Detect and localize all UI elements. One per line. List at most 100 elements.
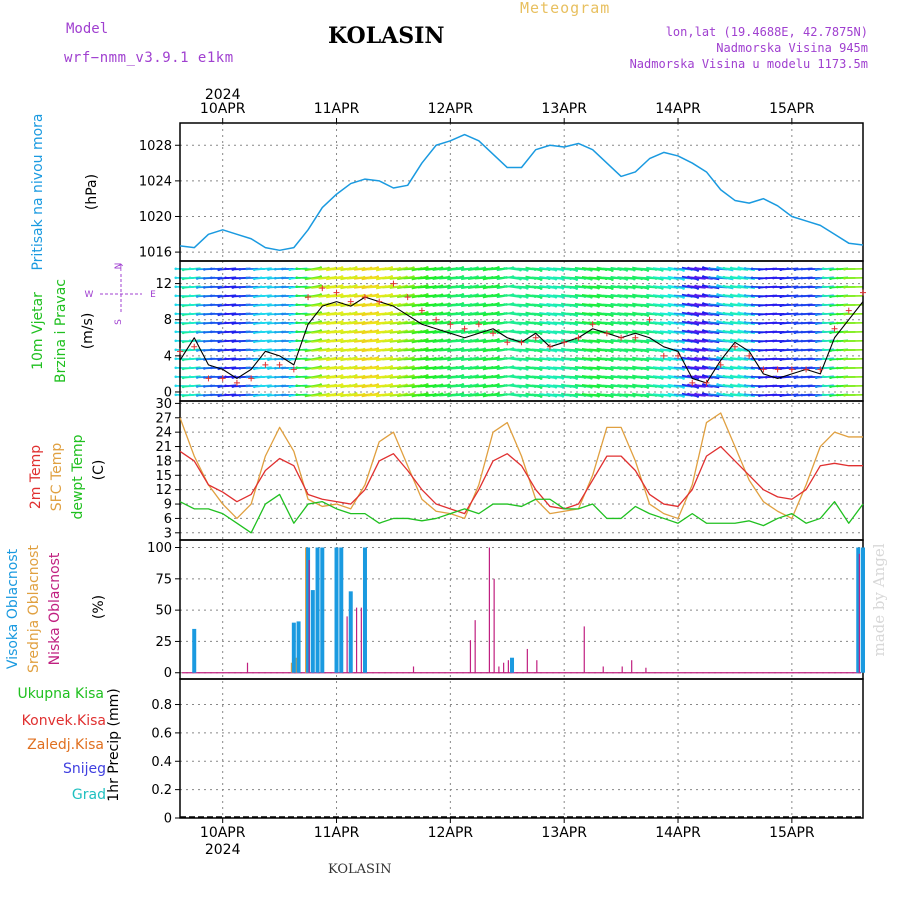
wind-arrow-head	[772, 285, 775, 289]
compass-north: N	[114, 263, 124, 270]
wind-arrow	[389, 294, 407, 298]
low-cloud-bar	[503, 662, 505, 673]
wind-arrow-head	[750, 321, 754, 325]
wind-arrow-head	[210, 384, 213, 388]
y-tick-label: 50	[155, 604, 172, 619]
wind-arrow-head	[539, 332, 543, 335]
wind-arrow-head	[611, 377, 614, 380]
wind-arrow-head	[701, 338, 705, 341]
y-tick-label: 6	[164, 512, 172, 527]
wind-arrow-head	[426, 311, 429, 314]
wind-arrow-head	[772, 330, 775, 334]
wind-arrow-head	[195, 376, 199, 379]
wind-arrow-head	[575, 305, 579, 308]
wind-arrow-head	[426, 374, 429, 377]
y-tick-label: 12	[155, 277, 172, 292]
wind-arrow-head	[181, 331, 185, 335]
wind-arrow	[425, 357, 443, 361]
wind-arrow-head	[694, 329, 697, 333]
wind-arrow-head	[821, 321, 825, 325]
wind-arrow-head	[461, 383, 465, 386]
wind-arrow	[659, 393, 678, 397]
wind-arrow	[503, 321, 521, 325]
wind-arrow-head	[814, 268, 818, 271]
wind-arrow-head	[217, 358, 221, 362]
wind-arrow-head	[764, 339, 768, 343]
wind-arrow	[731, 267, 749, 271]
wind-arrow	[503, 312, 521, 316]
wind-arrow-head	[174, 357, 178, 361]
wind-arrow-head	[195, 322, 199, 325]
elevation-info: Nadmorska Visina 945m	[716, 41, 868, 55]
wind-arrow-head	[202, 313, 206, 316]
wind-arrow-head	[646, 269, 650, 272]
wind-arrow	[425, 339, 443, 343]
wind-arrow-head	[750, 330, 754, 334]
wind-arrow-head	[758, 277, 761, 280]
wind-arrow-head	[779, 277, 783, 281]
wind-arrow-head	[217, 349, 221, 353]
wind-arrow-head	[575, 350, 579, 353]
wind-arrow	[539, 366, 557, 370]
wind-arrow-head	[729, 311, 733, 315]
wind-arrow	[659, 276, 678, 280]
wind-arrow-head	[701, 347, 705, 350]
wind-arrow	[389, 393, 407, 397]
wind-arrow	[731, 285, 749, 289]
wind-arrow-head	[259, 267, 263, 271]
wind-arrow-head	[793, 385, 797, 389]
wind-arrow-head	[750, 276, 754, 280]
wind-arrow	[574, 383, 592, 389]
gust-marker	[518, 339, 525, 346]
wind-arrow-head	[288, 340, 292, 344]
gust-marker	[504, 339, 511, 346]
wind-arrow-head	[829, 340, 832, 344]
wind-arrow-head	[694, 320, 697, 324]
wind-arrow-head	[836, 321, 839, 325]
wind-arrow	[610, 275, 627, 281]
wind-arrow	[646, 293, 663, 299]
wind-arrow-head	[807, 366, 811, 370]
wind-arrow-head	[252, 304, 256, 308]
wind-arrow-head	[814, 295, 818, 298]
wind-arrow-head	[274, 393, 277, 397]
wind-arrow-head	[539, 395, 543, 398]
wind-arrow-head	[807, 393, 811, 397]
wind-arrow-head	[793, 277, 797, 281]
temp-axis-label-sfc: SFC Temp	[49, 443, 65, 512]
wind-arrow-head	[259, 366, 263, 370]
wind-arrow-head	[281, 312, 284, 316]
gust-marker	[177, 348, 183, 355]
wind-arrow-head	[843, 375, 846, 379]
gust-marker	[191, 343, 198, 350]
footer-station: KOLASIN	[328, 862, 392, 877]
wind-arrow-head	[729, 374, 733, 378]
wind-arrow	[460, 338, 478, 344]
wind-arrow	[318, 267, 336, 271]
wind-arrow-head	[708, 348, 711, 351]
gust-marker	[845, 307, 852, 314]
wind-arrow-head	[737, 293, 741, 296]
wind-arrow-head	[281, 393, 284, 397]
wind-arrow-head	[245, 276, 249, 280]
wind-arrow-head	[701, 293, 705, 296]
x-tick-label-top: 11APR	[314, 101, 360, 117]
wind-arrow-head	[217, 340, 221, 344]
wind-arrow	[503, 357, 521, 361]
wind-arrow-head	[174, 294, 178, 298]
wind-arrow-head	[786, 366, 789, 370]
wind-arrow-head	[281, 348, 284, 352]
wind-arrow-head	[202, 349, 206, 352]
wind-arrow	[539, 321, 557, 325]
wind-arrow-head	[611, 359, 614, 362]
wind-arrow-head	[716, 329, 719, 332]
low-cloud-bar	[246, 662, 249, 673]
wind-arrow-head	[758, 304, 761, 307]
wind-arrow-head	[701, 302, 705, 305]
gust-marker	[603, 330, 610, 337]
wind-arrow-head	[181, 277, 185, 281]
low-cloud-bar	[469, 640, 472, 673]
compass-north-arrow: ↑	[117, 263, 125, 274]
wind-arrow-head	[694, 374, 697, 378]
y-tick-label: 18	[155, 454, 172, 469]
